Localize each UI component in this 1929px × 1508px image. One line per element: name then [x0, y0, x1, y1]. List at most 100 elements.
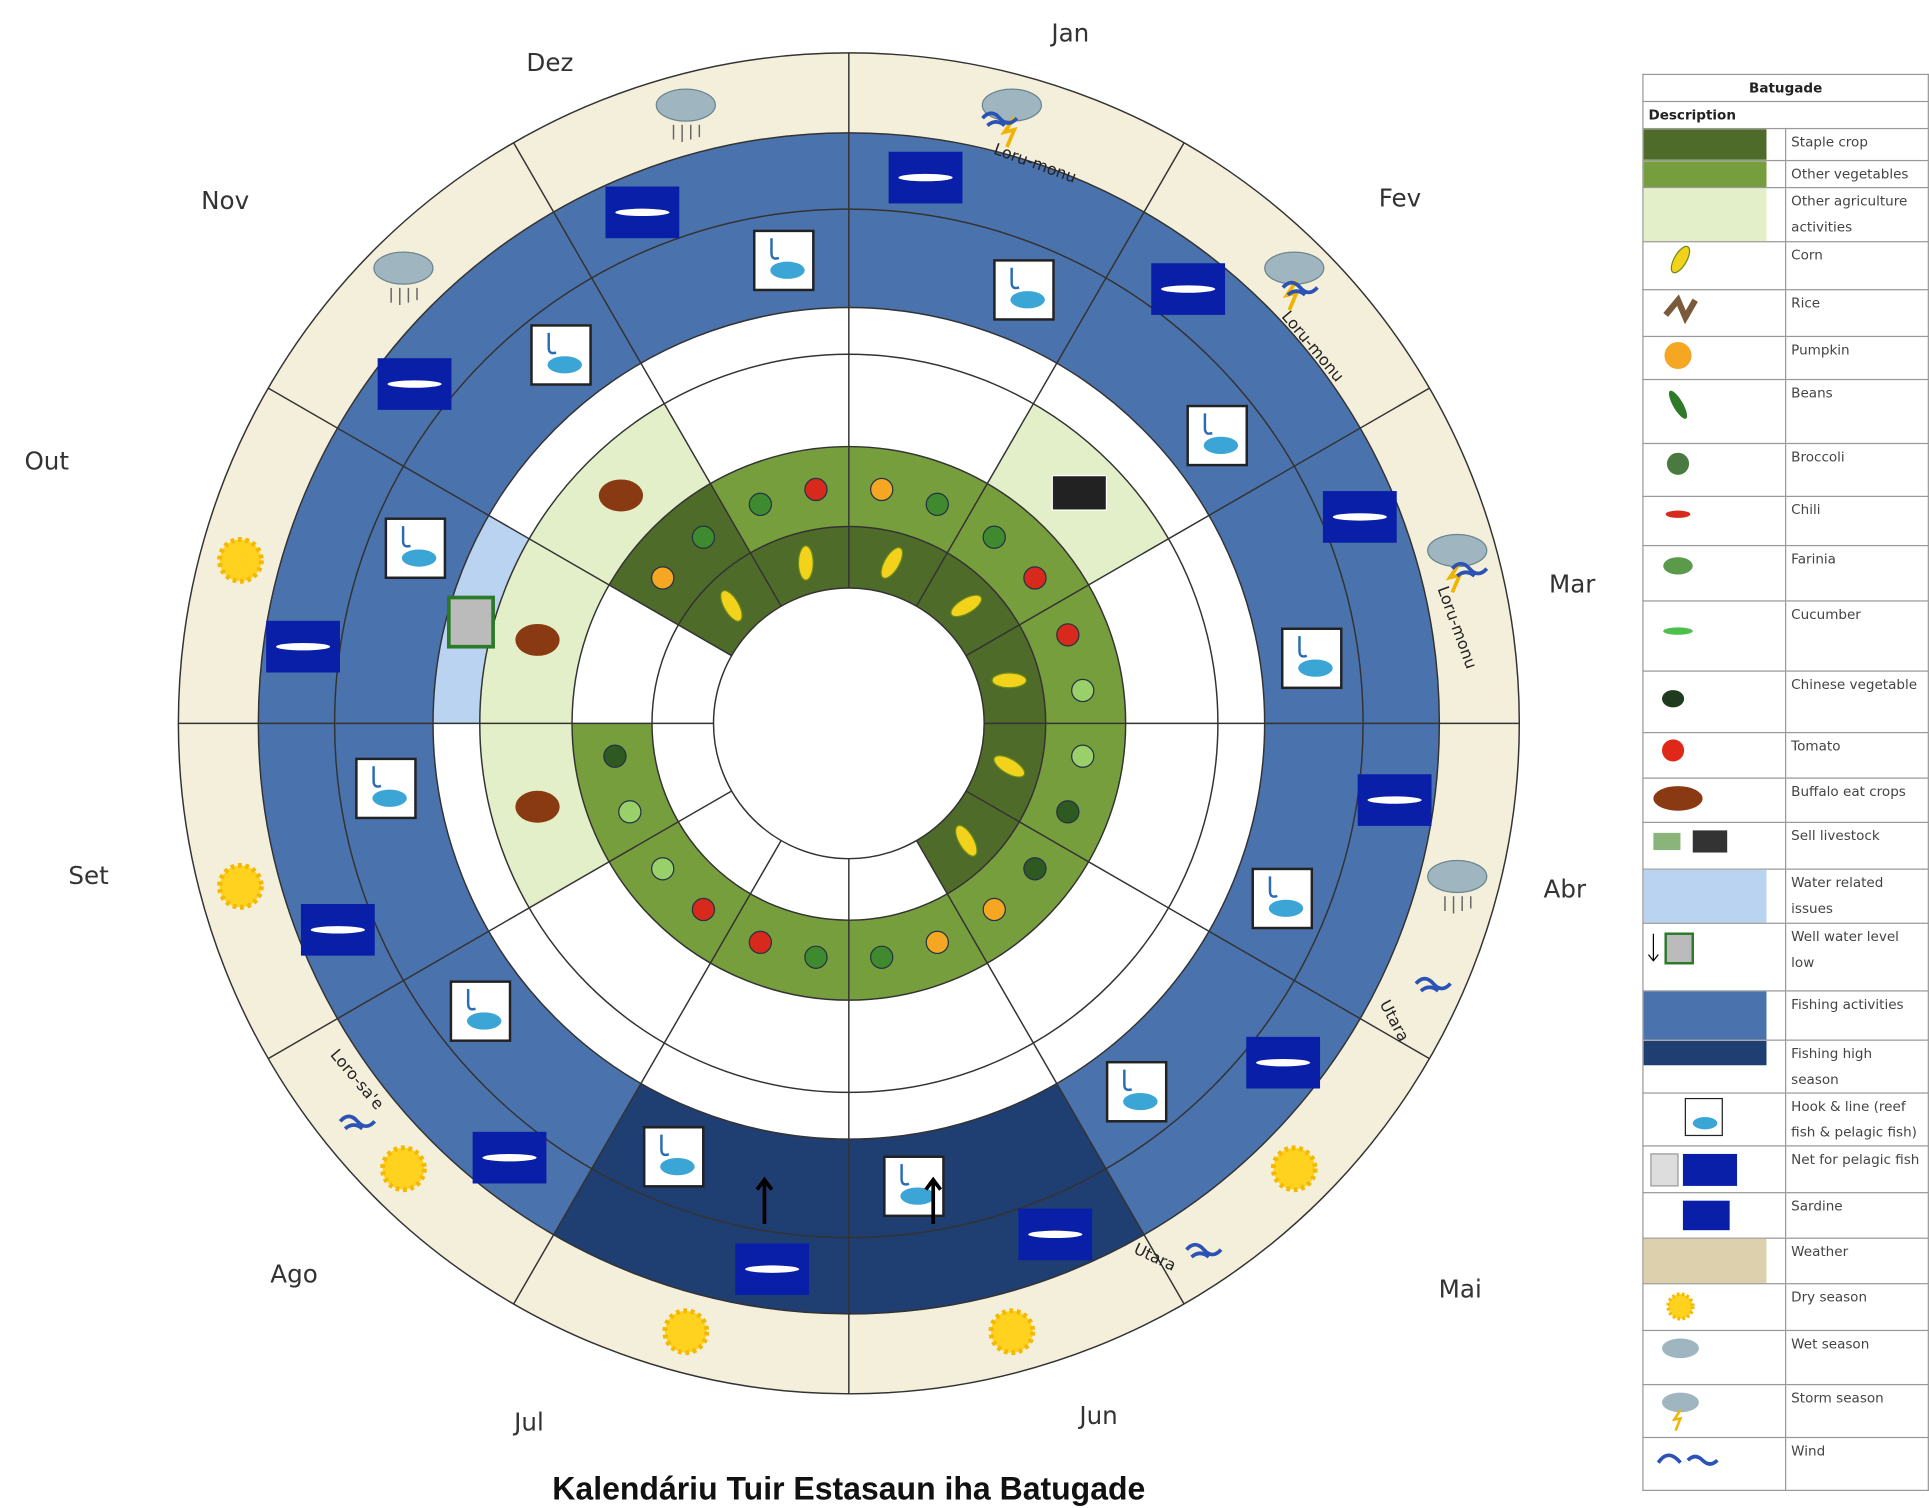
- hook-line-icon: [1282, 629, 1341, 688]
- cucumber-swatch: [1663, 627, 1693, 634]
- legend-swatch: [1644, 823, 1767, 869]
- legend-row: Fishing activities: [1643, 991, 1928, 1040]
- corn-swatch: [1668, 244, 1693, 276]
- sardine-icon: [1358, 774, 1432, 826]
- legend-swatch: [1644, 1147, 1767, 1193]
- month-label: Nov: [201, 186, 249, 215]
- cloud: [982, 89, 1041, 121]
- legend-row: Weather: [1643, 1238, 1928, 1284]
- cloud: [374, 252, 433, 284]
- legend-swatch-cell: [1643, 1238, 1786, 1284]
- fish: [1269, 900, 1303, 917]
- sardine-fish: [1028, 1231, 1082, 1238]
- vegetable-icon: [619, 801, 641, 823]
- legend-swatch: [1644, 924, 1767, 990]
- tomato-swatch: [1662, 739, 1684, 761]
- hook-line-icon: [644, 1127, 703, 1186]
- vegetable-icon: [652, 858, 674, 880]
- legend-label: Staple crop: [1786, 129, 1929, 161]
- legend-color: [1644, 129, 1767, 160]
- legend-row: Buffalo eat crops: [1643, 778, 1928, 822]
- month-label: Jun: [1077, 1401, 1117, 1430]
- vegetable-icon: [749, 931, 771, 953]
- legend-color: [1644, 188, 1767, 241]
- hook-line-icon: [356, 759, 415, 818]
- legend-row: Sardine: [1643, 1193, 1928, 1239]
- legend-row: Other vegetables: [1643, 161, 1928, 188]
- sun-icon: [383, 1148, 425, 1190]
- vegetable-icon: [1024, 858, 1046, 880]
- fish: [660, 1158, 694, 1175]
- legend-swatch-cell: [1643, 496, 1786, 545]
- vegetable-icon: [1072, 745, 1094, 767]
- sardine-icon: [473, 1132, 547, 1184]
- legend-row: Broccoli: [1643, 443, 1928, 496]
- legend-label: Net for pelagic fish: [1786, 1146, 1929, 1193]
- month-label: Set: [68, 861, 109, 890]
- legend-swatch-cell: [1643, 822, 1786, 869]
- legend-color: [1644, 1041, 1767, 1066]
- legend-row: Tomato: [1643, 733, 1928, 779]
- sun-icon: [665, 1311, 707, 1353]
- vegetable-icon: [871, 946, 893, 968]
- fish: [372, 790, 406, 807]
- sardine-fish: [1161, 285, 1215, 292]
- legend-row: Water related issues: [1643, 869, 1928, 923]
- legend-swatch-cell: [1643, 1146, 1786, 1193]
- fish: [1298, 660, 1332, 677]
- buffalo-icon: [599, 479, 643, 511]
- legend-swatch: [1644, 602, 1767, 671]
- hook-box: [356, 759, 415, 818]
- hook-box: [1282, 629, 1341, 688]
- fish: [1010, 291, 1044, 308]
- legend-label: Wind: [1786, 1437, 1929, 1490]
- sun-icon: [220, 865, 262, 907]
- legend-swatch-cell: [1643, 242, 1786, 290]
- legend-label: Broccoli: [1786, 443, 1929, 496]
- legend-swatch: [1644, 733, 1767, 777]
- legend-swatch: [1644, 672, 1767, 732]
- legend-label: Pumpkin: [1786, 336, 1929, 379]
- sardine-icon: [1018, 1209, 1092, 1261]
- legend-swatch-cell: [1643, 129, 1786, 161]
- fish: [770, 262, 804, 279]
- hook-box: [1253, 869, 1312, 928]
- well-swatch: [1666, 934, 1693, 964]
- cloud: [1428, 861, 1487, 893]
- wind-swatch: [1658, 1455, 1717, 1464]
- legend-label: Chili: [1786, 496, 1929, 545]
- sun-icon: [991, 1311, 1033, 1353]
- fish-swatch: [1693, 1117, 1718, 1129]
- legend-row: Chinese vegetable: [1643, 671, 1928, 733]
- vegetable-icon: [805, 478, 827, 500]
- page: JanFevMarAbrMaiJunJulAgoSetOutNovDezLoru…: [0, 0, 1929, 1506]
- hook-line-icon: [451, 982, 510, 1041]
- cloud: [656, 89, 715, 121]
- legend-swatch: [1644, 779, 1767, 822]
- legend-swatch: [1644, 1438, 1767, 1490]
- legend-header-row: Description: [1643, 101, 1928, 128]
- cloud-swatch: [1662, 1338, 1699, 1358]
- sun-swatch: [1668, 1294, 1693, 1319]
- legend-swatch: [1644, 129, 1767, 160]
- legend-label: Hook & line (reef fish & pelagic fish): [1786, 1093, 1929, 1146]
- vegetable-icon: [926, 931, 948, 953]
- legend-label: Corn: [1786, 242, 1929, 290]
- sardine-icon: [1323, 491, 1397, 543]
- net-swatch: [1651, 1154, 1678, 1186]
- legend-swatch-cell: [1643, 443, 1786, 496]
- month-label: Jan: [1049, 18, 1089, 47]
- hook-box: [532, 325, 591, 384]
- net-fish-swatch: [1683, 1154, 1737, 1186]
- vegetable-icon: [652, 567, 674, 589]
- legend-row: Rice: [1643, 290, 1928, 337]
- legend-row: Sell livestock: [1643, 822, 1928, 869]
- legend-color: [1644, 1239, 1767, 1283]
- legend-label: Chinese vegetable: [1786, 671, 1929, 733]
- legend-swatch-cell: [1643, 778, 1786, 822]
- sardine-fish: [1256, 1059, 1310, 1066]
- legend-swatch: [1644, 1284, 1767, 1330]
- fish: [467, 1012, 501, 1029]
- legend-row: Farinia: [1643, 546, 1928, 601]
- broccoli-swatch: [1667, 453, 1689, 475]
